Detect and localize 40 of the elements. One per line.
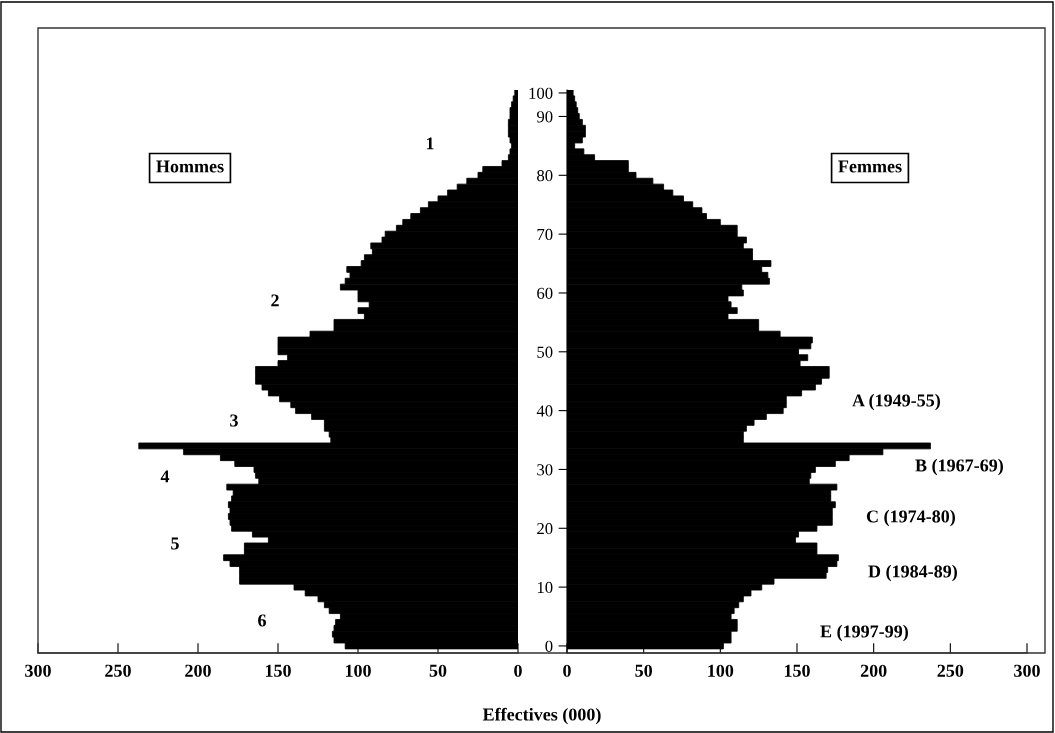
y-tick-label: 40 (536, 405, 553, 417)
annotation: 3 (230, 414, 238, 427)
annotation: Hommes (156, 160, 224, 173)
y-tick-label: 80 (537, 170, 553, 182)
annotation: B (1967-69) (915, 458, 1003, 476)
y-tick-label: 50 (537, 346, 553, 358)
x-tick-label: 200 (860, 664, 887, 677)
x-tick-label: 200 (185, 664, 211, 677)
y-tick-label: 10 (537, 581, 553, 594)
annotation: 1 (426, 137, 434, 150)
x-tick-label: 300 (25, 664, 51, 677)
annotation: 6 (258, 614, 266, 627)
annotation: A (1949-55) (852, 393, 940, 411)
x-axis-title: Effectives (000) (482, 707, 601, 725)
x-tick-label: 300 (1014, 664, 1040, 677)
x-tick-label: 250 (105, 664, 131, 677)
annotation: C (1974-80) (866, 509, 955, 527)
annotation: Femmes (838, 160, 902, 173)
annotation: 2 (271, 294, 279, 307)
y-tick-label: 90 (536, 111, 553, 123)
x-tick-label: 150 (265, 664, 291, 677)
x-tick-label: 50 (635, 664, 653, 677)
y-tick-label: 60 (537, 287, 553, 299)
y-tick-label: 70 (537, 228, 553, 241)
x-tick-label: 150 (784, 664, 810, 677)
x-tick-label: 0 (563, 664, 571, 677)
y-tick-label: 20 (537, 522, 553, 535)
x-tick-label: 50 (429, 664, 447, 677)
annotation: 5 (171, 537, 179, 550)
annotation: 4 (160, 470, 170, 483)
annotation: D (1984-89) (868, 564, 957, 582)
bar (514, 90, 518, 97)
x-tick-label: 0 (514, 664, 522, 677)
y-tick-label: 100 (529, 87, 553, 99)
x-tick-label: 250 (937, 664, 964, 677)
y-tick-label: 0 (545, 640, 553, 652)
x-tick-label: 100 (708, 664, 734, 677)
y-tick-label: 30 (537, 464, 553, 476)
x-tick-label: 100 (345, 664, 371, 677)
annotation: E (1997-99) (820, 624, 908, 642)
